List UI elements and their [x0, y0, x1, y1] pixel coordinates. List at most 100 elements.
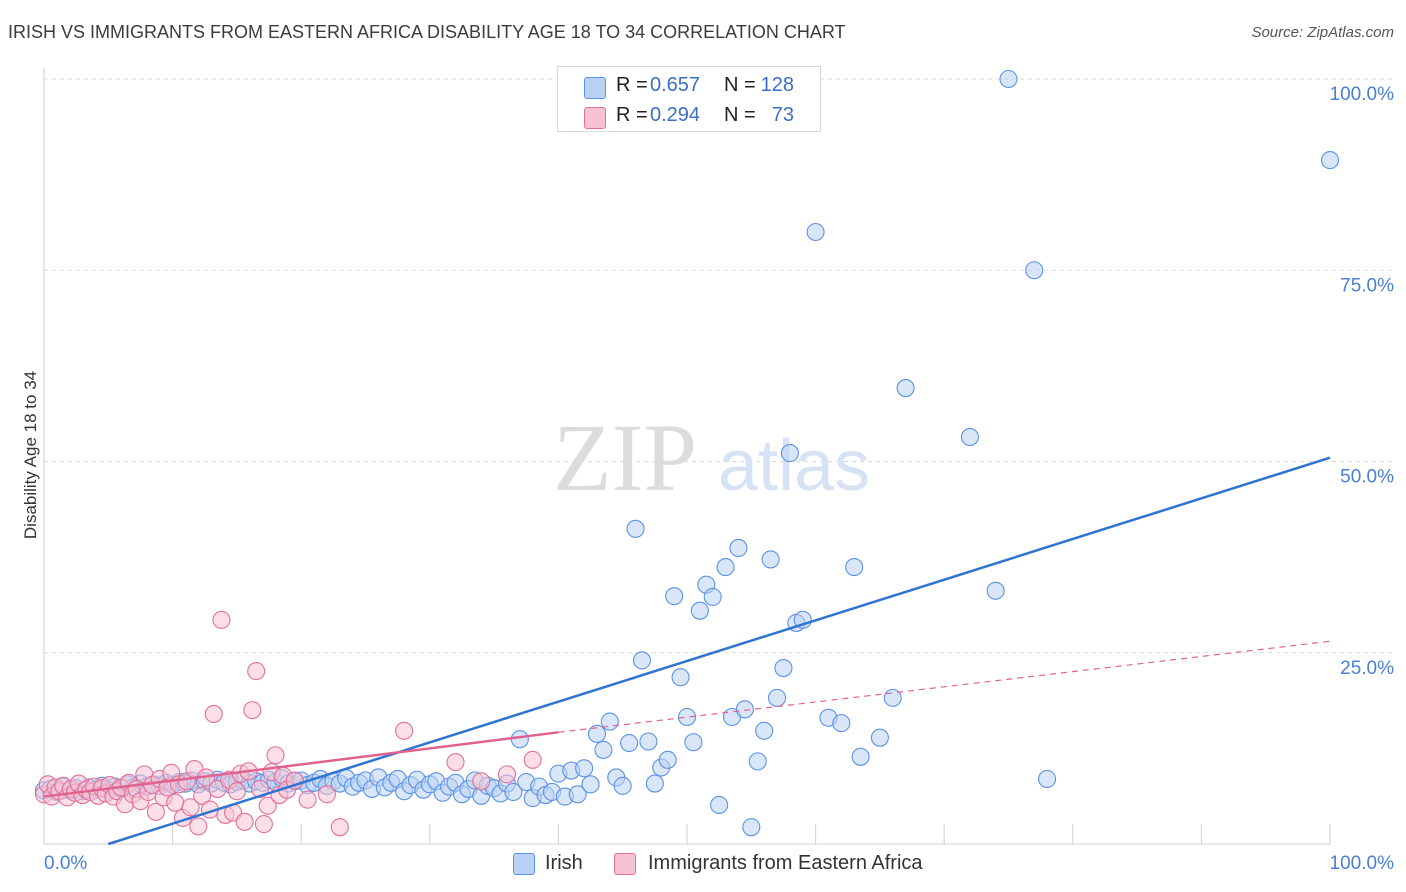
bottom-legend-eastern-africa: Immigrants from Eastern Africa	[614, 850, 934, 880]
eastern-africa-point	[193, 786, 212, 805]
eastern-africa-point	[330, 818, 349, 837]
eastern-africa-swatch	[614, 853, 636, 875]
legend-r-value: 0.294	[650, 104, 701, 126]
eastern-africa-trend-line	[43, 731, 559, 798]
legend-r-value: 0.657	[650, 74, 701, 96]
irish-point	[645, 774, 664, 793]
irish-point	[626, 519, 645, 538]
watermark-atlas: atlas	[718, 426, 870, 506]
irish-point	[600, 712, 619, 731]
legend: R = 0.657 N = 128 R = 0.294 N = 73	[557, 66, 821, 132]
eastern-africa-legend-label: Immigrants from Eastern Africa	[648, 852, 923, 874]
eastern-africa-point	[212, 610, 231, 629]
irish-point	[568, 785, 587, 804]
irish-point	[690, 601, 709, 620]
eastern-africa-point	[243, 701, 262, 720]
legend-n-value: 128	[760, 74, 794, 96]
irish-point	[504, 782, 523, 802]
irish-point	[594, 740, 613, 759]
irish-point	[658, 750, 677, 769]
eastern-africa-point	[247, 662, 266, 681]
irish-point	[632, 651, 652, 670]
irish-point	[729, 538, 748, 557]
eastern-africa-point	[235, 812, 254, 831]
eastern-africa-point	[497, 765, 517, 784]
eastern-africa-swatch	[584, 107, 606, 129]
irish-point	[665, 587, 684, 606]
eastern-africa-point	[472, 772, 491, 791]
irish-point	[639, 732, 658, 751]
irish-point	[870, 728, 889, 747]
axes	[43, 68, 1331, 845]
eastern-africa-point	[250, 779, 270, 798]
irish-point	[587, 724, 607, 743]
eastern-africa-point	[266, 746, 285, 765]
eastern-africa-point	[446, 753, 465, 772]
watermark: ZIP atlas	[553, 404, 870, 511]
irish-point	[620, 733, 639, 753]
irish-point	[510, 730, 529, 749]
eastern-africa-point	[258, 796, 277, 815]
irish-point	[999, 69, 1018, 89]
irish-trend-line	[107, 456, 1331, 846]
irish-point	[896, 379, 915, 398]
eastern-africa-point	[146, 802, 165, 821]
bottom-legend-irish: Irish	[513, 850, 613, 880]
eastern-africa-point	[298, 790, 317, 809]
watermark-zip: ZIP	[553, 404, 697, 511]
legend-n-label: N =	[724, 74, 756, 96]
y-axis-label: Disability Age 18 to 34	[21, 371, 40, 539]
irish-point	[710, 795, 729, 815]
y-tick-label: 50.0%	[1340, 467, 1394, 488]
irish-point	[960, 427, 979, 447]
eastern-africa-trend-extension	[558, 640, 1331, 733]
irish-swatch	[513, 853, 535, 875]
irish-point	[832, 714, 851, 733]
irish-point	[780, 444, 799, 463]
irish-point	[575, 759, 594, 778]
eastern-africa-point	[204, 704, 223, 724]
legend-row-irish: R = 0.657 N = 128	[558, 71, 820, 101]
irish-point	[613, 776, 632, 795]
irish-point	[845, 558, 864, 577]
irish-point	[767, 688, 787, 707]
irish-point	[703, 587, 722, 606]
trend-lines	[43, 456, 1331, 846]
irish-point	[986, 581, 1005, 600]
x-tick-label-left: 0.0%	[44, 853, 87, 874]
y-tick-label: 25.0%	[1340, 658, 1394, 679]
tick-labels: 100.0% 75.0% 50.0% 25.0% 0.0% 100.0%	[44, 84, 1394, 874]
irish-swatch	[584, 77, 606, 99]
irish-point	[755, 721, 774, 740]
irish-point	[774, 658, 793, 678]
irish-point	[735, 700, 754, 719]
eastern-africa-point	[227, 782, 246, 801]
legend-r-label: R =	[616, 74, 648, 96]
legend-r-label: R =	[616, 104, 648, 126]
legend-row-eastern-africa: R = 0.294 N = 73	[558, 101, 820, 131]
irish-point	[671, 668, 690, 687]
x-tick-label-right: 100.0%	[1330, 853, 1395, 874]
y-tick-label: 100.0%	[1330, 84, 1395, 105]
irish-point	[684, 733, 703, 752]
eastern-africa-point	[189, 817, 208, 836]
irish-point	[1025, 261, 1044, 280]
eastern-africa-point	[523, 750, 542, 769]
eastern-africa-point	[395, 721, 414, 740]
source-label: Source: ZipAtlas.com	[1251, 24, 1394, 41]
eastern-africa-point	[254, 815, 273, 834]
irish-point	[716, 558, 735, 577]
irish-legend-label: Irish	[545, 852, 583, 874]
irish-point	[581, 775, 600, 794]
chart-title: IRISH VS IMMIGRANTS FROM EASTERN AFRICA …	[8, 22, 846, 42]
legend-n-label: N =	[724, 104, 756, 126]
irish-point	[851, 747, 870, 766]
irish-point	[806, 222, 825, 242]
y-tick-label: 75.0%	[1340, 275, 1394, 296]
irish-point	[677, 707, 697, 727]
irish-point	[748, 752, 767, 771]
irish-point	[761, 550, 780, 569]
irish-point	[1320, 151, 1340, 170]
legend-n-value: 73	[771, 104, 794, 126]
eastern-africa-point	[181, 798, 200, 817]
